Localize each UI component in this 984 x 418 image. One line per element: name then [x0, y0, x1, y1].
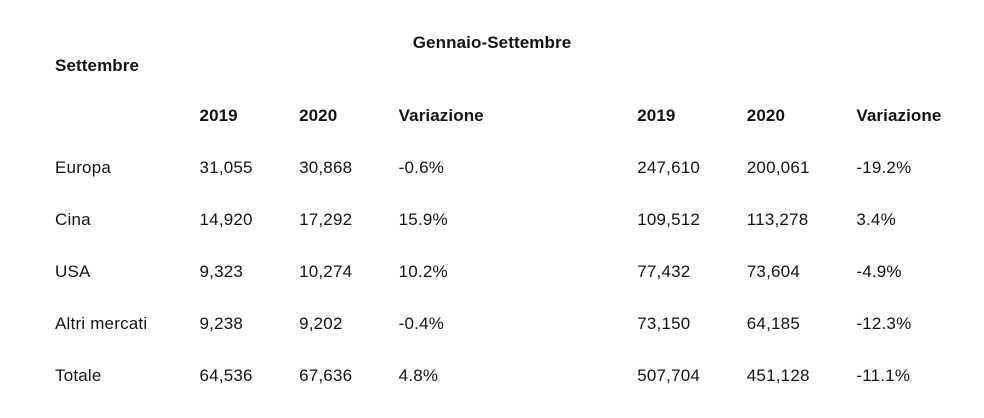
- data-cell: 109,512: [637, 210, 701, 229]
- data-cell: -11.1%: [856, 366, 911, 385]
- table-row: Totale 64,536 67,636 4.8% 507,704 451,128 -11.…: [55, 350, 984, 402]
- table-row: Altri mercati 9,238 9,202 -0.4% 73,150 64,185…: [55, 298, 984, 350]
- data-cell: 31,055: [199, 158, 253, 177]
- data-cell: 64,185: [746, 314, 800, 333]
- header-cell-gen-2020: 2020: [746, 106, 785, 125]
- data-cell: 17,292: [299, 210, 353, 229]
- data-cell: -12.3%: [856, 314, 912, 333]
- row-label: Totale: [55, 366, 102, 385]
- data-cell: 10,274: [299, 262, 353, 281]
- table-header: 2019 2020 Variazione 2019 2020 Variazion…: [55, 90, 984, 142]
- header-cell-sep-2019: 2019: [199, 106, 238, 125]
- row-label: Cina: [55, 210, 91, 229]
- data-cell: 15.9%: [398, 210, 448, 229]
- data-cell: -19.2%: [856, 158, 912, 177]
- table-row: Cina 14,920 17,292 15.9% 109,512 113,278 3.4%: [55, 194, 984, 246]
- header-cell-gen-2019: 2019: [637, 106, 676, 125]
- table-body: Europa 31,055 30,868 -0.6% 247,610 200,061 -19…: [55, 142, 984, 402]
- data-cell: -0.6%: [398, 158, 445, 177]
- data-cell: 77,432: [637, 262, 691, 281]
- period-group-header: Gennaio-Settembre: [412, 33, 572, 52]
- data-cell: 247,610: [637, 158, 701, 177]
- data-cell: 9,202: [299, 314, 343, 333]
- data-cell: 4.8%: [398, 366, 439, 385]
- data-cell: 10.2%: [398, 262, 448, 281]
- data-cell: -0.4%: [398, 314, 445, 333]
- data-cell: 73,604: [746, 262, 800, 281]
- data-cell: 14,920: [199, 210, 253, 229]
- header-cell-empty: [55, 90, 200, 142]
- header-cell-gen-variazione: Variazione: [856, 106, 942, 125]
- data-cell: 30,868: [299, 158, 353, 177]
- data-cell: 3.4%: [856, 210, 896, 229]
- header-row: 2019 2020 Variazione 2019 2020 Variazion…: [55, 90, 984, 142]
- header-cell-sep-2020: 2020: [299, 106, 338, 125]
- data-cell: 113,278: [746, 210, 809, 229]
- data-cell: -4.9%: [856, 262, 902, 281]
- table-row: Europa 31,055 30,868 -0.6% 247,610 200,061 -19…: [55, 142, 984, 194]
- data-cell: 64,536: [199, 366, 253, 385]
- data-cell: 67,636: [299, 366, 353, 385]
- section-header-settembre: Settembre: [55, 56, 140, 75]
- row-label: Altri mercati: [55, 314, 148, 333]
- table-row: USA 9,323 10,274 10.2% 77,432 73,604 -4.9%: [55, 246, 984, 298]
- data-table: 2019 2020 Variazione 2019 2020 Variazion…: [55, 90, 984, 402]
- data-cell: 9,323: [199, 262, 244, 281]
- header-cell-sep-variazione: Variazione: [398, 106, 484, 125]
- row-label: USA: [55, 262, 91, 281]
- data-cell: 200,061: [746, 158, 810, 177]
- data-cell: 451,128: [746, 366, 810, 385]
- data-cell: 9,238: [199, 314, 244, 333]
- row-label: Europa: [55, 158, 112, 177]
- data-cell: 73,150: [637, 314, 691, 333]
- data-cell: 507,704: [637, 366, 701, 385]
